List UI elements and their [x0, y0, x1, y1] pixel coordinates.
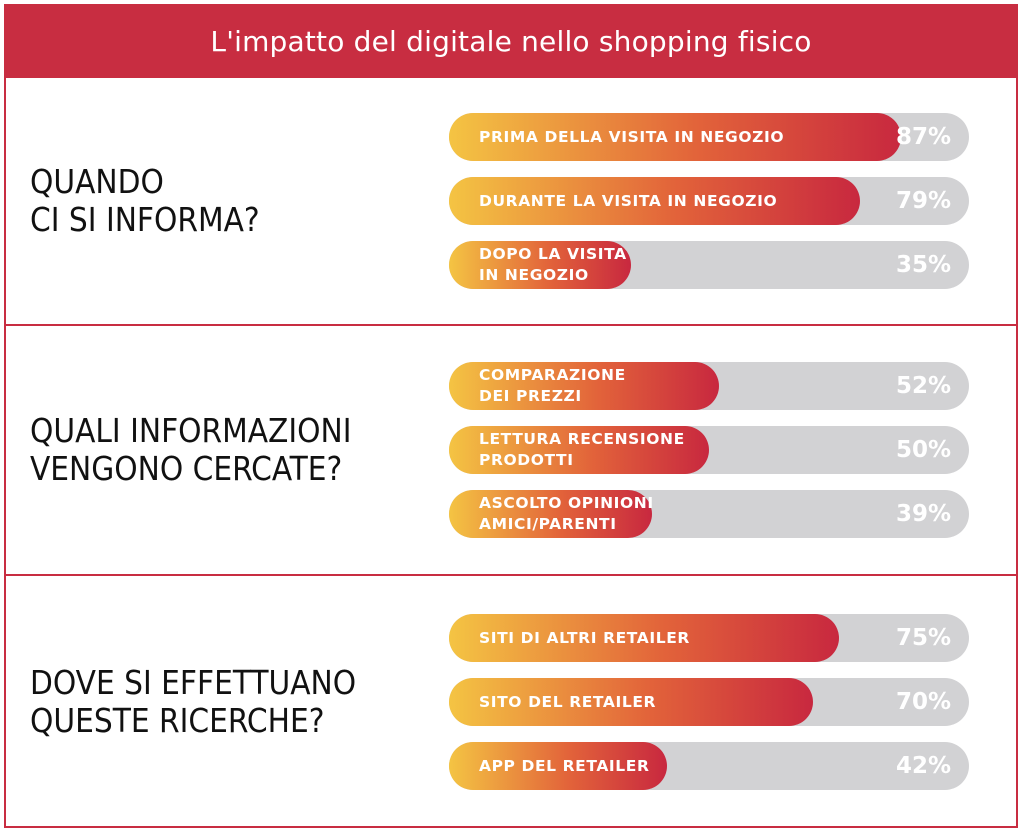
- bar-value-label: 75%: [895, 625, 951, 651]
- bar-fill: [449, 678, 813, 726]
- question-1: QUANDO CI SI INFORMA?: [30, 162, 260, 239]
- bar-fill: [449, 614, 839, 662]
- bar-fill: [449, 241, 631, 289]
- bar-fill: [449, 426, 709, 474]
- bar-row: DOPO LA VISITA IN NEGOZIO 35%: [449, 241, 969, 289]
- bar-fill: [449, 742, 668, 790]
- bar-value-label: 52%: [895, 373, 951, 399]
- bar-value-label: 79%: [895, 188, 951, 214]
- title-banner: L'impatto del digitale nello shopping fi…: [4, 4, 1018, 78]
- bar-label: DOPO LA VISITA IN NEGOZIO: [479, 245, 627, 284]
- bar-value-label: 50%: [895, 437, 951, 463]
- bar-value-label: 39%: [895, 501, 951, 527]
- bar-row: DURANTE LA VISITA IN NEGOZIO 79%: [449, 177, 969, 225]
- bar-fill: [449, 177, 860, 225]
- bar-row: PRIMA DELLA VISITA IN NEGOZIO 87%: [449, 113, 969, 161]
- bar-value-label: 87%: [895, 124, 951, 150]
- bar-label: PRIMA DELLA VISITA IN NEGOZIO: [479, 127, 785, 146]
- bar-value-label: 42%: [895, 753, 951, 779]
- bar-label: APP DEL RETAILER: [479, 756, 650, 775]
- question-2: QUALI INFORMAZIONI VENGONO CERCATE?: [30, 411, 352, 488]
- bar-label: COMPARAZIONE DEI PREZZI: [479, 366, 626, 405]
- section-divider-1: [4, 324, 1018, 326]
- bar-label: SITO DEL RETAILER: [479, 692, 657, 711]
- bar-fill: [449, 362, 720, 410]
- bar-label: DURANTE LA VISITA IN NEGOZIO: [479, 191, 778, 210]
- bar-fill: [449, 490, 652, 538]
- question-3: DOVE SI EFFETTUANO QUESTE RICERCHE?: [30, 663, 357, 740]
- bar-row: ASCOLTO OPINIONI AMICI/PARENTI 39%: [449, 490, 969, 538]
- bar-row: SITO DEL RETAILER 70%: [449, 678, 969, 726]
- bar-row: APP DEL RETAILER 42%: [449, 742, 969, 790]
- bar-label: ASCOLTO OPINIONI AMICI/PARENTI: [479, 494, 654, 533]
- bar-label: SITI DI ALTRI RETAILER: [479, 628, 690, 647]
- bar-row: COMPARAZIONE DEI PREZZI 52%: [449, 362, 969, 410]
- chart-title: L'impatto del digitale nello shopping fi…: [210, 24, 812, 58]
- bar-fill: [449, 113, 902, 161]
- section-divider-2: [4, 574, 1018, 576]
- bar-label: LETTURA RECENSIONE PRODOTTI: [479, 430, 685, 469]
- bar-row: SITI DI ALTRI RETAILER 75%: [449, 614, 969, 662]
- bar-value-label: 35%: [895, 252, 951, 278]
- bar-row: LETTURA RECENSIONE PRODOTTI 50%: [449, 426, 969, 474]
- bar-value-label: 70%: [895, 689, 951, 715]
